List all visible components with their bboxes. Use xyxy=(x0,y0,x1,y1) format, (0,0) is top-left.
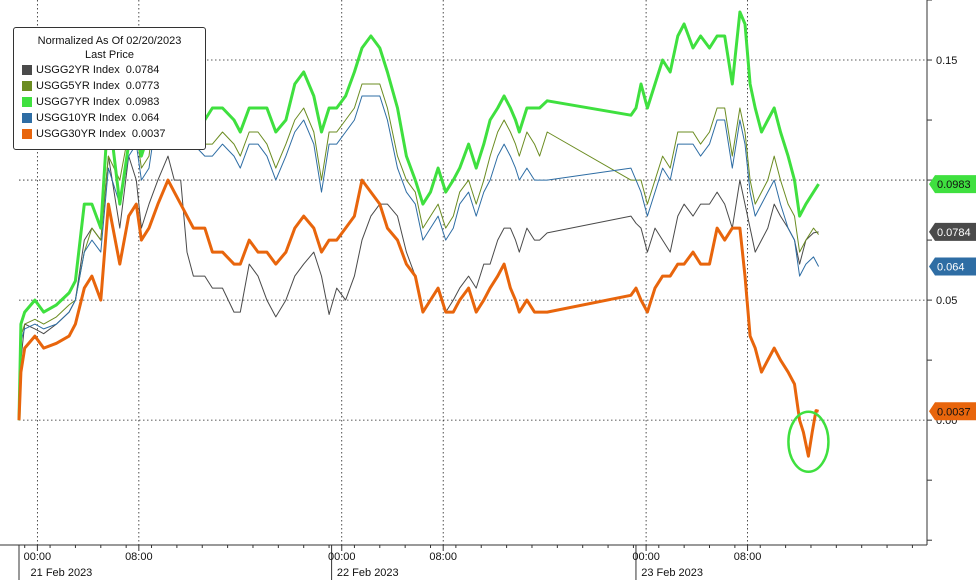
x-tick-label: 00:00 xyxy=(632,551,660,563)
last-price-label: 0.0784 xyxy=(929,222,976,241)
legend-swatch xyxy=(22,81,32,91)
legend-series-name: USGG10YR Index xyxy=(36,112,126,124)
highlight-ellipse xyxy=(787,410,830,474)
lowpoint-highlight-circle xyxy=(787,410,830,474)
legend-entries: USGG2YR Index 0.0784 USGG5YR Index 0.0773 US… xyxy=(14,62,205,142)
legend-series-value: 0.064 xyxy=(131,112,160,124)
legend-series-name: USGG30YR Index xyxy=(36,128,126,140)
legend-series-name: USGG2YR Index xyxy=(36,64,120,76)
x-day-label: 21 Feb 2023 xyxy=(31,567,93,579)
series-line-usgg10yr xyxy=(18,83,820,421)
legend-entry: USGG30YR Index 0.0037 xyxy=(14,126,205,142)
legend-series-value: 0.0983 xyxy=(125,96,160,108)
series-line-usgg5yr xyxy=(18,83,819,421)
legend-series-value: 0.0784 xyxy=(125,64,160,76)
legend-swatch xyxy=(22,65,32,75)
legend-series-value: 0.0773 xyxy=(125,80,160,92)
y-tick-label: 0.15 xyxy=(936,55,957,67)
last-price-value: 0.064 xyxy=(937,261,965,273)
last-price-tag xyxy=(929,175,976,194)
x-tick-label: 08:00 xyxy=(125,551,153,563)
legend-swatch xyxy=(22,113,32,123)
x-tick-label: 08:00 xyxy=(734,551,762,563)
last-price-value: 0.0037 xyxy=(937,406,971,418)
legend-series-name: USGG5YR Index xyxy=(36,80,120,92)
legend-title: Normalized As Of 02/20/2023 Last Price xyxy=(14,34,205,62)
x-tick-label: 08:00 xyxy=(429,551,457,563)
legend-series-value: 0.0037 xyxy=(131,128,166,140)
y-axis: 0.150.050.00 xyxy=(926,0,957,545)
last-price-label: 0.0037 xyxy=(929,402,976,421)
legend-entry: USGG7YR Index 0.0983 xyxy=(14,94,205,110)
y-tick-label: 0.05 xyxy=(936,295,957,307)
legend-entry: USGG10YR Index 0.064 xyxy=(14,110,205,126)
last-price-value: 0.0784 xyxy=(937,227,971,239)
legend-series-name: USGG7YR Index xyxy=(36,96,120,108)
x-tick-label: 00:00 xyxy=(24,551,52,563)
x-tick-label: 00:00 xyxy=(328,551,356,563)
last-price-value: 0.0983 xyxy=(937,179,971,191)
last-price-tag xyxy=(929,257,976,276)
legend-swatch xyxy=(22,97,32,107)
legend-entry: USGG2YR Index 0.0784 xyxy=(14,62,205,78)
x-day-label: 23 Feb 2023 xyxy=(641,567,703,579)
series-line-usgg30yr xyxy=(17,178,819,458)
x-day-label: 22 Feb 2023 xyxy=(337,567,399,579)
last-price-label: 0.064 xyxy=(929,257,976,276)
last-price-tag xyxy=(929,222,976,241)
legend-swatch xyxy=(22,129,32,139)
last-price-label: 0.0983 xyxy=(929,175,976,194)
legend-entry: USGG5YR Index 0.0773 xyxy=(14,78,205,94)
x-axis: 00:00 08:00 00:00 08:00 00:00 08:00 21 Feb 202… xyxy=(0,544,927,580)
legend-title-line1: Normalized As Of 02/20/2023 xyxy=(37,35,182,47)
last-price-tag xyxy=(929,402,976,421)
gridlines xyxy=(19,0,927,545)
last-price-labels: 0.0983 0.0784 0.064 0.0037 xyxy=(929,175,976,421)
legend-title-line2: Last Price xyxy=(85,49,134,61)
legend-box: Normalized As Of 02/20/2023 Last Price U… xyxy=(13,27,206,150)
